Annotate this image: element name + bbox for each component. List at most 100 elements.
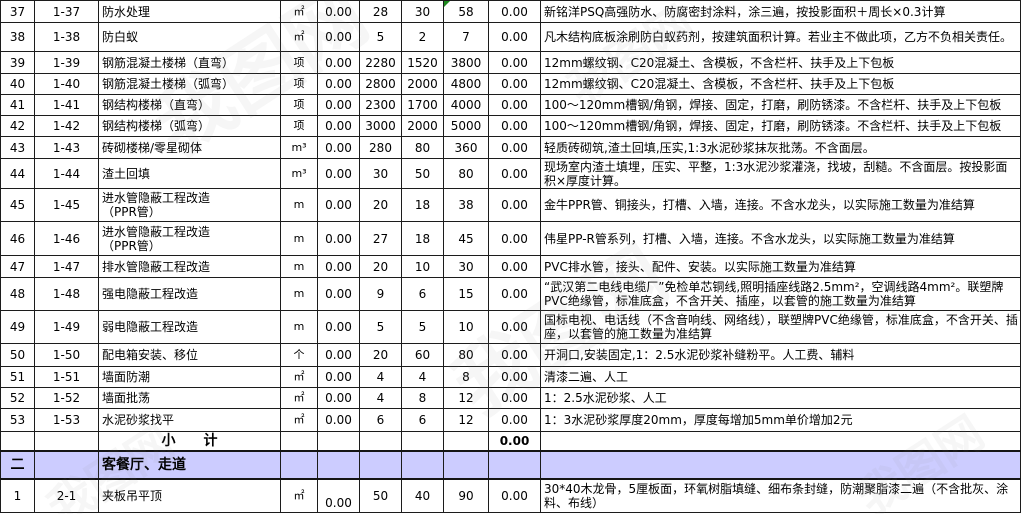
cell-unit-price[interactable]: 7 [443,22,489,52]
cell-material-price[interactable]: 2000 [401,73,444,95]
cell-seq[interactable]: 53 [0,408,35,432]
cell-item-name[interactable]: 钢结构楼梯（弧弯） [98,115,281,137]
cell-amount[interactable]: 0.00 [488,94,541,116]
cell-amount[interactable]: 0.00 [488,343,541,367]
cell-quantity[interactable]: 0.00 [317,408,360,432]
cell-quantity[interactable]: 0.00 [317,366,360,388]
cell-unit[interactable]: ㎡ [280,22,318,52]
cell-seq[interactable]: 二 [0,449,35,480]
cell-code[interactable]: 1-53 [34,408,99,432]
cell-code[interactable]: 1-40 [34,73,99,95]
cell-unit-price[interactable]: 90 [443,478,489,513]
cell-amount[interactable]: 0.00 [488,277,541,311]
cell-amount[interactable]: 0.00 [488,255,541,278]
cell-amount[interactable]: 0.00 [488,221,541,256]
cell-seq[interactable]: 49 [0,310,35,344]
cell-material-price[interactable]: 40 [401,478,444,513]
cell-remark[interactable]: 清漆二遍、人工 [540,366,1021,388]
cell-seq[interactable]: 39 [0,51,35,74]
cell-seq[interactable]: 52 [0,387,35,409]
cell-labor-price[interactable]: 6 [359,408,402,432]
cell-material-price[interactable]: 18 [401,188,444,222]
cell-remark[interactable] [540,431,1021,451]
cell-item-name[interactable]: 进水管隐蔽工程改造 （PPR管） [98,221,281,256]
cell-remark[interactable]: 金牛PPR管、铜接头，打槽、入墙，连接。不含水龙头，以实际施工数量为准结算 [540,188,1021,222]
cell-quantity[interactable]: 0.00 [317,0,360,23]
cell-unit-price[interactable]: 80 [443,343,489,367]
cell-code[interactable]: 1-41 [34,94,99,116]
cell-seq[interactable]: 44 [0,158,35,189]
cell-code[interactable]: 1-37 [34,0,99,23]
cell-amount[interactable] [488,449,541,480]
cell-item-name[interactable]: 防水处理 [98,0,281,23]
cell-quantity[interactable]: 0.00 [317,255,360,278]
cell-unit-price[interactable]: 45 [443,221,489,256]
cell-labor-price[interactable]: 2280 [359,51,402,74]
cell-amount[interactable]: 0.00 [488,387,541,409]
cell-unit[interactable]: m³ [280,136,318,159]
cell-material-price[interactable]: 1520 [401,51,444,74]
cell-seq[interactable]: 37 [0,0,35,23]
cell-code[interactable]: 1-52 [34,387,99,409]
cell-quantity[interactable]: 0.00 [317,387,360,409]
cell-material-price[interactable] [401,431,444,451]
cell-quantity[interactable]: 0.00 [317,115,360,137]
cell-labor-price[interactable]: 280 [359,136,402,159]
cell-quantity[interactable]: 0.00 [317,188,360,222]
cell-remark[interactable]: 轻质砖砌筑,渣土回填,压实,1:3水泥砂浆抹灰批荡。不含面层。 [540,136,1021,159]
cell-labor-price[interactable]: 5 [359,310,402,344]
cell-remark[interactable]: 12mm螺纹钢、C20混凝土、含模板，不含栏杆、扶手及上下包板 [540,51,1021,74]
cell-code[interactable]: 1-38 [34,22,99,52]
cell-code[interactable]: 1-43 [34,136,99,159]
cell-item-name[interactable]: 钢筋混凝土楼梯（直弯） [98,51,281,74]
cell-code[interactable]: 1-49 [34,310,99,344]
cell-unit-price[interactable]: 80 [443,158,489,189]
cell-material-price[interactable]: 60 [401,343,444,367]
cell-quantity[interactable]: 0.00 [317,310,360,344]
cell-unit[interactable]: 项 [280,73,318,95]
cell-unit-price[interactable]: 8 [443,366,489,388]
cell-material-price[interactable] [401,449,444,480]
cell-item-name[interactable]: 夹板吊平顶 [98,478,281,513]
cell-code[interactable]: 1-44 [34,158,99,189]
cell-remark[interactable] [540,449,1021,480]
cell-material-price[interactable]: 80 [401,136,444,159]
cell-item-name[interactable]: 水泥砂浆找平 [98,408,281,432]
cell-unit[interactable]: m [280,277,318,311]
cell-unit[interactable] [280,431,318,451]
cell-material-price[interactable]: 6 [401,408,444,432]
cell-unit-price[interactable]: 12 [443,387,489,409]
cell-material-price[interactable]: 30 [401,0,444,23]
cell-code[interactable]: 1-51 [34,366,99,388]
cell-quantity[interactable]: 0.00 [317,277,360,311]
cell-unit[interactable]: ㎡ [280,366,318,388]
cell-code[interactable] [34,449,99,480]
cell-code[interactable]: 1-50 [34,343,99,367]
cell-unit[interactable]: ㎡ [280,478,318,513]
cell-seq[interactable] [0,431,35,451]
cell-amount[interactable]: 0.00 [488,408,541,432]
cell-quantity[interactable]: 0.00 [317,94,360,116]
cell-seq[interactable]: 50 [0,343,35,367]
cell-remark[interactable]: 国标电视、电话线（不含音响线、网络线），联塑牌PVC绝缘管，标准底盒，不含开关、… [540,310,1021,344]
cell-material-price[interactable]: 2 [401,22,444,52]
cell-seq[interactable]: 51 [0,366,35,388]
cell-quantity[interactable]: 0.00 [317,478,360,513]
cell-item-name[interactable]: 钢结构楼梯（直弯） [98,94,281,116]
cell-amount[interactable]: 0.00 [488,73,541,95]
cell-labor-price[interactable]: 50 [359,478,402,513]
cell-unit-price[interactable] [443,431,489,451]
cell-labor-price[interactable]: 20 [359,255,402,278]
cell-amount[interactable]: 0.00 [488,22,541,52]
cell-code[interactable]: 1-47 [34,255,99,278]
cell-material-price[interactable]: 5 [401,310,444,344]
cell-remark[interactable]: “武汉第二电线电缆厂”免检单芯铜线,照明插座线路2.5mm²，空调线路4mm²。… [540,277,1021,311]
cell-unit-price[interactable]: 10 [443,310,489,344]
cell-seq[interactable]: 42 [0,115,35,137]
cell-amount[interactable]: 0.00 [488,115,541,137]
cell-unit[interactable]: 项 [280,51,318,74]
cell-quantity[interactable]: 0.00 [317,343,360,367]
cell-material-price[interactable]: 1700 [401,94,444,116]
cell-unit[interactable]: 个 [280,343,318,367]
cell-code[interactable] [34,431,99,451]
